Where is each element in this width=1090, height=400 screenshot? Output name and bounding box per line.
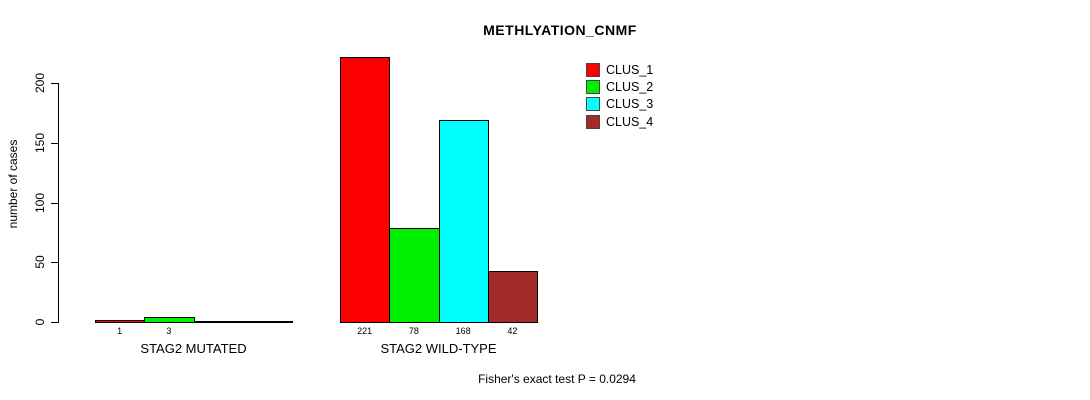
y-tick-mark xyxy=(51,142,58,144)
bar-clus_3-mutated xyxy=(193,321,244,323)
y-tick-label: 100 xyxy=(33,192,47,213)
bar-clus_4-wild-type xyxy=(487,271,538,323)
y-tick-mark xyxy=(51,83,58,84)
bar-value-label: 221 xyxy=(357,326,373,336)
bar-clus_1-wild-type xyxy=(340,57,391,323)
y-tick-mark xyxy=(51,202,58,204)
legend-label-clus_4: CLUS_4 xyxy=(606,114,654,129)
legend-label-clus_3: CLUS_3 xyxy=(606,97,654,112)
bar-value-label: 168 xyxy=(455,326,471,336)
legend-swatch-clus_2 xyxy=(586,80,600,95)
y-tick-label: 0 xyxy=(33,318,47,326)
legend-label-clus_2: CLUS_2 xyxy=(606,80,654,95)
y-axis-label: number of cases xyxy=(6,139,20,229)
group-label: STAG2 WILD-TYPE xyxy=(380,341,497,356)
legend-swatch-clus_4 xyxy=(586,114,600,129)
y-tick-mark xyxy=(51,322,58,323)
bar-clus_1-mutated xyxy=(95,320,146,323)
bar-value-label: 78 xyxy=(408,326,419,336)
y-tick-label: 200 xyxy=(33,72,47,94)
y-axis xyxy=(58,83,59,323)
legend-swatch-clus_3 xyxy=(586,97,600,112)
bar-value-label: 3 xyxy=(166,326,172,336)
y-tick-mark xyxy=(51,262,58,264)
bar-value-label: 1 xyxy=(117,326,123,336)
y-tick-label: 50 xyxy=(33,255,47,269)
legend-label-clus_1: CLUS_1 xyxy=(606,63,654,77)
y-tick-label: 150 xyxy=(33,132,47,153)
legend-swatch-clus_1 xyxy=(586,63,600,77)
fisher-test-annotation: Fisher's exact test P = 0.0294 xyxy=(478,372,636,386)
chart-title: METHLYATION_CNMF xyxy=(483,22,637,38)
bar-clus_4-mutated xyxy=(242,321,293,323)
bar-clus_2-wild-type xyxy=(389,228,440,323)
bar-value-label: 42 xyxy=(507,326,518,336)
group-label: STAG2 MUTATED xyxy=(140,341,247,356)
bar-clus_3-wild-type xyxy=(438,120,489,323)
bar-clus_2-mutated xyxy=(144,317,195,323)
